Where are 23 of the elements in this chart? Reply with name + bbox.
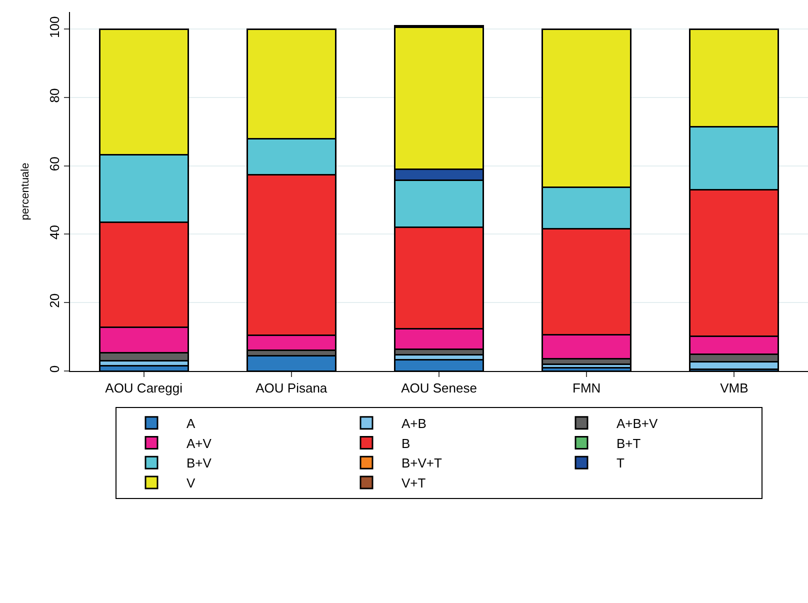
legend-label: V (186, 476, 196, 491)
legend-label: A+V (186, 436, 212, 451)
legend-label: B (402, 436, 410, 451)
y-tick-label: 40 (46, 225, 62, 240)
x-tick-label: AOU Pisana (256, 380, 328, 396)
x-tick-label: FMN (572, 380, 601, 396)
legend-label: B+V+T (402, 456, 442, 471)
legend-label: T (616, 456, 624, 471)
x-tick-label: AOU Senese (401, 380, 477, 396)
x-tick-label: AOU Careggi (105, 380, 183, 396)
y-tick-label: 60 (46, 156, 62, 172)
legend-label: B+T (616, 436, 641, 451)
x-tick-label: VMB (720, 380, 748, 396)
y-tick-label: 20 (46, 293, 62, 308)
y-tick-label: 80 (46, 88, 62, 103)
y-tick-label: 100 (46, 16, 62, 38)
legend-label: V+T (402, 476, 426, 491)
y-tick-label: 0 (46, 365, 62, 373)
y-axis-title: percentuale (19, 162, 32, 220)
legend-label: A+B (402, 416, 426, 431)
legend-label: B+V (186, 456, 212, 471)
legend-label: A (186, 416, 196, 431)
legend-label: A+B+V (616, 416, 658, 431)
